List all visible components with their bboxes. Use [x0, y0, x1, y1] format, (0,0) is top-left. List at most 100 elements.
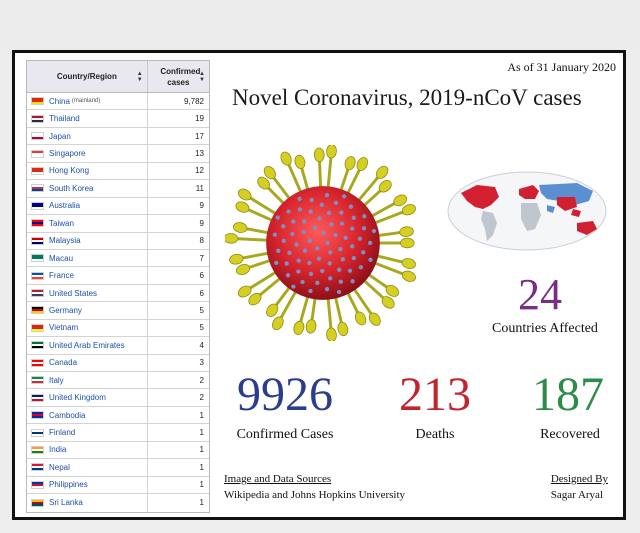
country-cell[interactable]: Sri Lanka: [27, 494, 148, 512]
confirmed-cases-cell: 12: [195, 166, 204, 176]
flag-icon: [31, 254, 44, 263]
country-name[interactable]: Philippines: [49, 480, 88, 490]
flag-icon: [31, 132, 44, 141]
column-header-cases[interactable]: Confirmed cases ▲ ▼: [148, 61, 209, 92]
confirmed-cases-cell: 17: [195, 131, 204, 141]
country-name[interactable]: United States: [49, 288, 98, 298]
country-name[interactable]: Nepal: [49, 462, 70, 472]
country-name[interactable]: Vietnam: [49, 323, 79, 333]
country-name[interactable]: South Korea: [49, 183, 94, 193]
table-row: United States 6: [27, 284, 209, 303]
country-name[interactable]: France: [49, 271, 74, 281]
country-cell[interactable]: Singapore: [27, 145, 148, 162]
sort-icon[interactable]: ▲ ▼: [136, 70, 143, 83]
table-row: China (mainland) 9,782: [27, 93, 209, 111]
flag-icon: [31, 271, 44, 280]
flag-icon: [31, 166, 44, 175]
country-cell[interactable]: South Korea: [27, 180, 148, 197]
country-name[interactable]: Canada: [49, 358, 78, 368]
flag-icon: [31, 114, 44, 123]
flag-icon: [31, 393, 44, 402]
country-name[interactable]: Finland: [49, 428, 76, 438]
flag-icon: [31, 411, 44, 420]
sort-icon[interactable]: ▲ ▼: [199, 70, 205, 83]
flag-icon: [31, 184, 44, 193]
country-name[interactable]: India: [49, 445, 67, 455]
country-name[interactable]: China: [49, 96, 70, 106]
country-cell[interactable]: Japan: [27, 127, 148, 145]
country-cell[interactable]: Malaysia: [27, 232, 148, 249]
country-name[interactable]: Sri Lanka: [49, 498, 83, 508]
table-row: Philippines 1: [27, 476, 209, 495]
confirmed-cases-cell: 1: [199, 480, 204, 490]
confirmed-cases-cell: 6: [199, 288, 204, 298]
sources-text: Wikipedia and Johns Hopkins University: [224, 489, 406, 501]
flag-icon: [31, 306, 44, 315]
confirmed-cases-cell: 1: [199, 462, 204, 472]
confirmed-cases-label: Confirmed Cases: [236, 427, 334, 442]
country-cell[interactable]: United Arab Emirates: [27, 337, 148, 354]
designer-name: Sagar Aryal: [550, 489, 603, 501]
country-name[interactable]: Germany: [49, 305, 82, 315]
country-cell[interactable]: Nepal: [27, 459, 148, 476]
country-name[interactable]: Australia: [49, 201, 81, 211]
flag-icon: [31, 463, 44, 472]
country-cell[interactable]: China (mainland): [27, 93, 148, 110]
table-row: France 6: [27, 267, 209, 285]
flag-icon: [31, 376, 44, 385]
country-name[interactable]: Macau: [49, 253, 74, 263]
country-note: (mainland): [71, 98, 101, 105]
confirmed-cases-cell: 7: [199, 253, 204, 263]
flag-icon: [31, 201, 44, 210]
country-cell[interactable]: Hong Kong: [27, 162, 148, 180]
as-of-date: As of 31 January 2020: [507, 60, 616, 74]
country-cell[interactable]: India: [27, 441, 148, 459]
country-cell[interactable]: United Kingdom: [27, 389, 148, 406]
country-cell[interactable]: Finland: [27, 424, 148, 441]
country-cell[interactable]: United States: [27, 284, 148, 302]
confirmed-cases-cell: 4: [199, 340, 204, 350]
flag-icon: [31, 323, 44, 332]
country-cell[interactable]: Vietnam: [27, 319, 148, 337]
country-name[interactable]: Taiwan: [49, 218, 74, 228]
confirmed-cases-cell: 19: [195, 114, 204, 124]
country-cell[interactable]: Australia: [27, 197, 148, 215]
country-cell[interactable]: Taiwan: [27, 215, 148, 232]
table-row: India 1: [27, 441, 209, 460]
flag-icon: [31, 358, 44, 367]
world-map-illustration: [447, 171, 607, 251]
country-name[interactable]: Singapore: [49, 149, 86, 159]
country-cell[interactable]: Canada: [27, 354, 148, 371]
country-cell[interactable]: Macau: [27, 249, 148, 267]
country-name[interactable]: United Arab Emirates: [49, 340, 125, 350]
recovered-label: Recovered: [540, 427, 600, 442]
country-cell[interactable]: Italy: [27, 372, 148, 389]
table-row: South Korea 11: [27, 180, 209, 198]
confirmed-cases-cell: 5: [199, 323, 204, 333]
country-name[interactable]: Hong Kong: [49, 166, 90, 176]
table-row: Malaysia 8: [27, 232, 209, 250]
country-name[interactable]: Italy: [49, 375, 64, 385]
table-row: Hong Kong 12: [27, 162, 209, 181]
table-row: Vietnam 5: [27, 319, 209, 338]
column-header-country[interactable]: Country/Region ▲ ▼: [27, 61, 148, 92]
country-cell[interactable]: Thailand: [27, 110, 148, 127]
table-row: Singapore 13: [27, 145, 209, 163]
country-cell[interactable]: Cambodia: [27, 406, 148, 424]
table-row: Germany 5: [27, 302, 209, 320]
flag-icon: [31, 498, 44, 507]
confirmed-cases-cell: 1: [199, 498, 204, 508]
country-name[interactable]: Cambodia: [49, 410, 86, 420]
confirmed-cases-cell: 1: [199, 428, 204, 438]
country-name[interactable]: Japan: [49, 131, 71, 141]
flag-icon: [31, 97, 44, 106]
column-header-cases-label: Confirmed cases: [160, 66, 201, 87]
country-cell[interactable]: Germany: [27, 302, 148, 319]
flag-icon: [31, 428, 44, 437]
country-cell[interactable]: Philippines: [27, 476, 148, 494]
flag-icon: [31, 341, 44, 350]
country-name[interactable]: Thailand: [49, 114, 80, 124]
country-cell[interactable]: France: [27, 267, 148, 284]
country-name[interactable]: United Kingdom: [49, 393, 106, 403]
country-name[interactable]: Malaysia: [49, 236, 81, 246]
